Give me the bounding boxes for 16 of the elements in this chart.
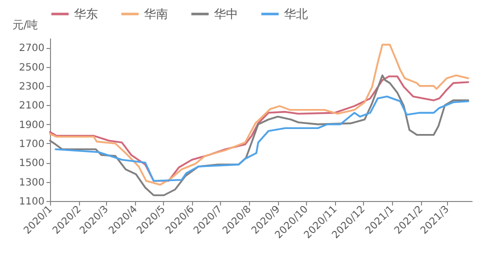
y-tick-label: 1900	[19, 120, 44, 131]
legend-label: 华南	[144, 7, 168, 21]
legend-label: 华中	[214, 7, 238, 21]
line-series	[54, 96, 470, 182]
y-tick-label: 1700	[19, 138, 44, 150]
y-tick-label: 2700	[19, 43, 44, 54]
y-axis-title: 元/吨	[12, 18, 38, 32]
y-tick-label: 2100	[19, 100, 44, 112]
y-tick-label: 1100	[19, 196, 44, 208]
y-tick-label: 2500	[19, 62, 44, 74]
legend-label: 华东	[74, 7, 98, 21]
y-tick-label: 1500	[19, 158, 44, 170]
line-series	[49, 44, 470, 186]
y-tick-label: 2300	[19, 81, 44, 92]
y-tick-label: 1300	[19, 177, 44, 188]
legend-label: 华北	[284, 7, 308, 21]
